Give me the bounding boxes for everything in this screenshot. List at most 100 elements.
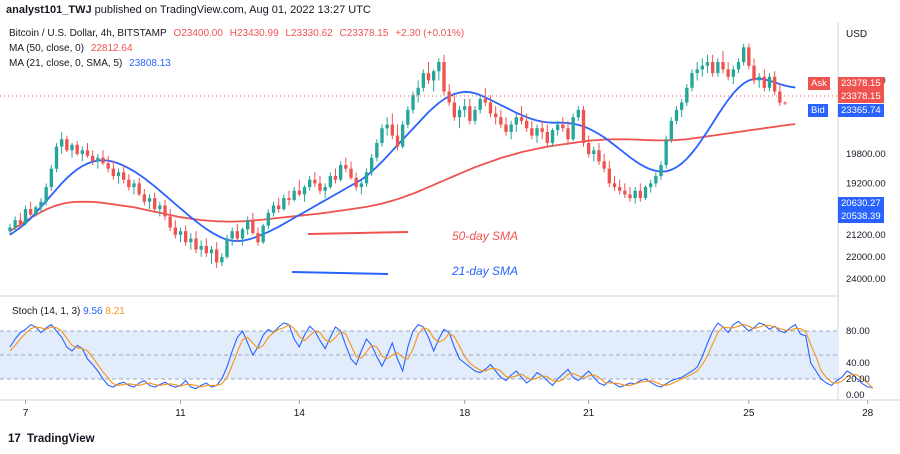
candle bbox=[54, 142, 59, 173]
candle bbox=[509, 120, 513, 140]
candle bbox=[214, 242, 219, 268]
candle bbox=[13, 216, 17, 232]
publish-headline: analyst101_TWJ published on TradingView.… bbox=[6, 4, 371, 16]
candle bbox=[39, 198, 43, 213]
candle bbox=[369, 153, 374, 177]
candle bbox=[679, 98, 684, 118]
candle bbox=[478, 95, 482, 114]
symbol-title[interactable]: Bitcoin / U.S. Dollar, 4h, BITSTAMP bbox=[9, 28, 167, 39]
symbol-legend-row: Bitcoin / U.S. Dollar, 4h, BITSTAMP O234… bbox=[9, 26, 468, 41]
candles bbox=[8, 43, 787, 268]
candle bbox=[297, 179, 302, 197]
candle bbox=[493, 106, 498, 125]
high-value: H23430.99 bbox=[229, 28, 279, 39]
moving-averages bbox=[9, 77, 796, 243]
candle bbox=[519, 106, 524, 125]
candle bbox=[783, 101, 787, 106]
candle bbox=[762, 69, 767, 92]
candle bbox=[8, 223, 12, 235]
candle bbox=[726, 62, 730, 81]
candle bbox=[612, 176, 617, 191]
candle bbox=[571, 113, 575, 142]
candle bbox=[416, 80, 420, 103]
candle bbox=[731, 65, 736, 85]
candle bbox=[173, 220, 178, 239]
time-tick-label: 28 bbox=[862, 408, 874, 419]
candle bbox=[235, 223, 240, 243]
candle bbox=[623, 183, 627, 199]
candle bbox=[757, 73, 761, 88]
candle bbox=[194, 231, 198, 254]
open-value: O23400.00 bbox=[173, 28, 223, 39]
candle bbox=[566, 120, 570, 143]
candle bbox=[607, 161, 612, 188]
candle bbox=[400, 120, 405, 149]
price-tick-label: 21200.00 bbox=[846, 230, 886, 241]
candle bbox=[302, 185, 307, 202]
candle bbox=[313, 172, 317, 188]
candle bbox=[747, 43, 751, 70]
candle bbox=[344, 157, 348, 173]
author-name[interactable]: analyst101_TWJ bbox=[6, 4, 92, 16]
candle bbox=[411, 91, 415, 114]
sma21-annotation-line bbox=[291, 271, 389, 275]
candle bbox=[385, 117, 389, 136]
candle bbox=[741, 43, 746, 66]
candle bbox=[659, 161, 663, 180]
candle bbox=[137, 177, 141, 197]
stoch-tick-label: 40.00 bbox=[846, 358, 870, 369]
last-price-value: 23378.15 bbox=[838, 90, 884, 103]
candle bbox=[225, 234, 229, 259]
candle bbox=[555, 120, 560, 136]
candle bbox=[349, 161, 353, 180]
candle bbox=[375, 139, 379, 162]
candle bbox=[690, 69, 694, 92]
candle bbox=[307, 176, 312, 191]
candle bbox=[390, 113, 395, 140]
candle bbox=[648, 179, 653, 193]
ma21-legend-row[interactable]: MA (21, close, 0, SMA, 5) 23808.13 bbox=[9, 56, 468, 71]
candle bbox=[473, 106, 477, 125]
candle bbox=[561, 117, 565, 132]
candle bbox=[674, 106, 679, 125]
candle bbox=[106, 155, 110, 173]
candle bbox=[147, 194, 152, 210]
change-value: +2.30 (+0.01%) bbox=[395, 28, 465, 39]
candle bbox=[576, 106, 581, 121]
stoch-k-line bbox=[9, 320, 873, 390]
candle bbox=[581, 106, 586, 147]
stoch-band-fill bbox=[0, 331, 838, 379]
ma21-price-tag: 20630.27 bbox=[838, 197, 884, 210]
ma50-legend-row[interactable]: MA (50, close, 0) 22812.64 bbox=[9, 41, 468, 56]
candle bbox=[437, 58, 441, 81]
candle bbox=[158, 201, 162, 217]
candle bbox=[710, 54, 715, 77]
candle bbox=[359, 179, 364, 195]
stoch-legend[interactable]: Stoch (14, 1, 3) 9.56 8.21 bbox=[12, 306, 125, 317]
candle bbox=[628, 187, 632, 202]
candle bbox=[705, 54, 710, 74]
candle bbox=[504, 117, 508, 136]
candle bbox=[592, 146, 596, 162]
stoch-lines bbox=[9, 320, 874, 390]
candle bbox=[597, 142, 601, 165]
candle bbox=[183, 225, 188, 246]
candle bbox=[767, 73, 772, 92]
candle bbox=[406, 106, 410, 129]
candle bbox=[452, 95, 457, 121]
bid-label: Bid bbox=[808, 104, 828, 117]
candle bbox=[75, 141, 79, 156]
time-tick-label: 25 bbox=[743, 408, 755, 419]
candle bbox=[462, 98, 467, 118]
tradingview-footer[interactable]: 17 TradingView bbox=[8, 433, 95, 445]
candle bbox=[338, 161, 343, 182]
candle bbox=[514, 113, 519, 132]
candle bbox=[116, 168, 121, 184]
candle bbox=[700, 58, 705, 77]
price-tick-label: 22000.00 bbox=[846, 252, 886, 263]
candle bbox=[752, 58, 756, 85]
candle bbox=[736, 58, 741, 74]
ask-label: Ask bbox=[808, 77, 830, 90]
stoch-d-line bbox=[9, 323, 874, 389]
